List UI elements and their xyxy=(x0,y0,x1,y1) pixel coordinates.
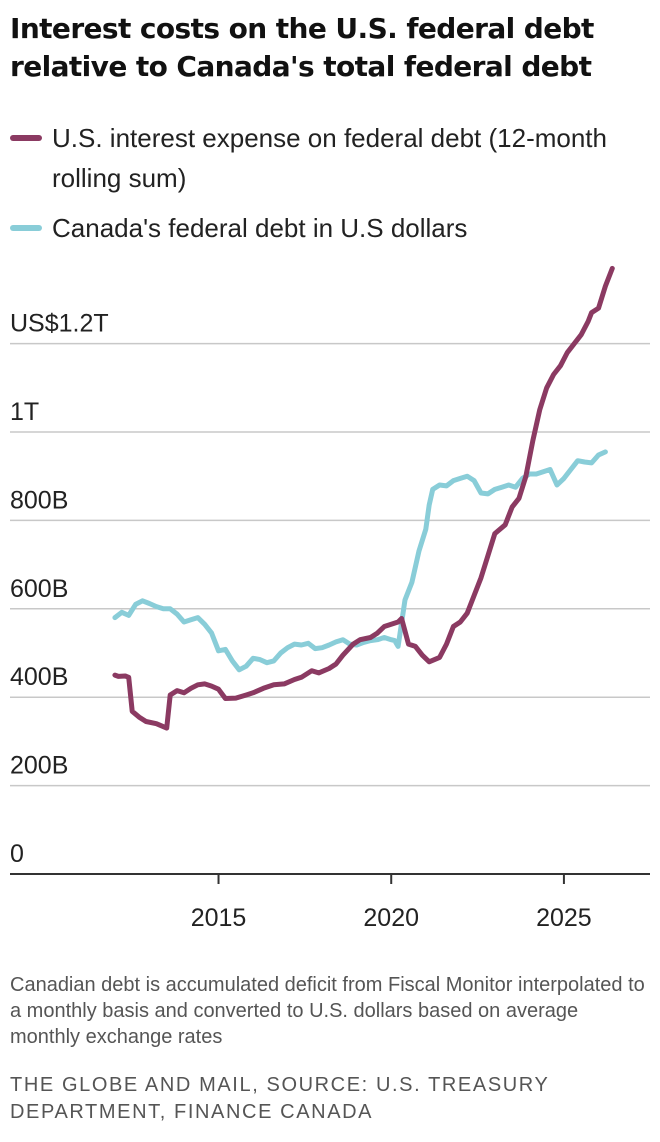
line-chart: 0 200B 400B 600B 800B 1T US$1.2T 2015 2020 2025 xyxy=(10,265,650,932)
y-tick-label: 0 xyxy=(10,840,24,868)
legend: U.S. interest expense on federal debt (1… xyxy=(10,118,650,248)
legend-swatch-us-interest xyxy=(10,135,42,141)
series-line-us-interest xyxy=(112,265,615,731)
chart-title: Interest costs on the U.S. federal debt … xyxy=(10,12,594,83)
y-tick-label: 600B xyxy=(10,575,68,603)
series-lines xyxy=(112,265,615,731)
gridlines: 0 200B 400B 600B 800B 1T US$1.2T xyxy=(10,310,650,868)
legend-label-canada-debt: Canada's federal debt in U.S dollars xyxy=(52,213,468,243)
x-tick-label: 2025 xyxy=(536,904,592,932)
legend-label-us-interest: U.S. interest expense on federal debt (1… xyxy=(52,123,607,193)
legend-item-canada-debt: Canada's federal debt in U.S dollars xyxy=(10,208,650,248)
x-axis: 2015 2020 2025 xyxy=(10,873,650,932)
legend-item-us-interest: U.S. interest expense on federal debt (1… xyxy=(10,118,650,198)
y-tick-label: 1T xyxy=(10,398,39,426)
y-tick-label: 400B xyxy=(10,663,68,691)
legend-swatch-canada-debt xyxy=(10,225,42,231)
x-tick-label: 2020 xyxy=(363,904,419,932)
x-tick-label: 2015 xyxy=(191,904,247,932)
y-tick-label: 200B xyxy=(10,752,68,780)
chart-note: Canadian debt is accumulated deficit fro… xyxy=(10,974,645,1048)
chart-source: THE GLOBE AND MAIL, SOURCE: U.S. TREASUR… xyxy=(10,1074,550,1123)
y-tick-label: US$1.2T xyxy=(10,310,109,338)
y-tick-label: 800B xyxy=(10,486,68,514)
series-line-canada-debt xyxy=(112,449,608,673)
